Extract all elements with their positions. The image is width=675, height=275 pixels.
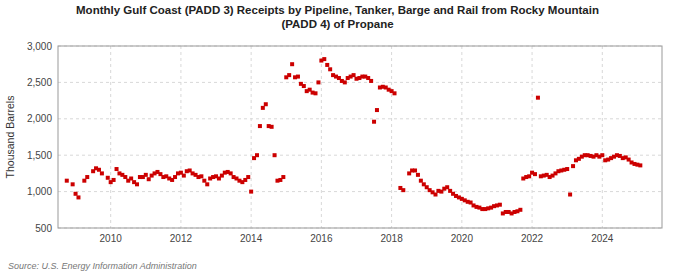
y-tick-label: 3,000 (27, 41, 52, 52)
source-note: Source: U.S. Energy Information Administ… (8, 261, 197, 271)
point (82, 179, 86, 183)
y-grid-line (58, 82, 662, 83)
x-grid-line (391, 46, 392, 228)
plot-frame (58, 46, 662, 228)
point (571, 164, 575, 168)
x-tick-label: 2012 (170, 233, 193, 244)
x-tick-label: 2022 (521, 233, 544, 244)
point (258, 124, 262, 128)
point (372, 120, 376, 124)
point (498, 203, 502, 207)
point (328, 67, 332, 71)
point (434, 193, 438, 197)
title: Monthly Gulf Coast (PADD 3) Receipts by … (76, 4, 599, 30)
point (369, 79, 373, 83)
point (129, 176, 133, 180)
point (135, 182, 139, 186)
point (106, 176, 110, 180)
point (115, 167, 119, 171)
y-tick-label: 1,500 (27, 150, 52, 161)
point (74, 192, 78, 196)
point (568, 193, 572, 197)
point (112, 178, 116, 182)
point (182, 174, 186, 178)
point (100, 171, 104, 175)
point (401, 188, 405, 192)
x-tick-label: 2018 (380, 233, 403, 244)
y-tick-label: 2,000 (27, 113, 52, 124)
point (261, 106, 265, 110)
x-grid-line (321, 46, 322, 228)
point (71, 182, 75, 186)
x-grid-line (180, 46, 181, 228)
point (123, 175, 127, 179)
x-tick-label: 2020 (451, 233, 474, 244)
point (322, 57, 326, 61)
point (65, 179, 69, 183)
point (249, 190, 253, 194)
point (202, 179, 206, 183)
point (600, 153, 604, 157)
y-tick-label: 500 (35, 223, 52, 234)
point (518, 208, 522, 212)
chart: Monthly Gulf Coast (PADD 3) Receipts by … (0, 0, 675, 275)
x-tick-label: 2014 (240, 233, 263, 244)
point (281, 175, 285, 179)
point (205, 182, 209, 186)
x-grid-line (110, 46, 111, 228)
point (325, 63, 329, 67)
x-tick-label: 2016 (310, 233, 333, 244)
point (76, 195, 80, 199)
y-grid-line (58, 191, 662, 192)
point (255, 153, 259, 157)
point (638, 163, 642, 167)
point (536, 96, 540, 100)
point (273, 153, 277, 157)
y-axis-label: Thousand Barrels (4, 96, 16, 179)
point (147, 177, 151, 181)
point (375, 108, 379, 112)
point (302, 84, 306, 88)
point (343, 80, 347, 84)
grid (58, 46, 662, 228)
point (533, 172, 537, 176)
point (419, 179, 423, 183)
point (246, 175, 250, 179)
point (416, 173, 420, 177)
point (85, 175, 89, 179)
y-grid-line (58, 155, 662, 156)
point (393, 91, 397, 95)
point (352, 73, 356, 77)
point (287, 73, 291, 77)
points (65, 57, 643, 215)
y-tick-label: 1,000 (27, 186, 52, 197)
point (270, 125, 274, 129)
point (565, 167, 569, 171)
x-tick-label: 2010 (100, 233, 123, 244)
x-tick-label: 2024 (591, 233, 614, 244)
point (316, 80, 320, 84)
y-grid-line (58, 118, 662, 119)
point (413, 168, 417, 172)
y-tick-label: 2,500 (27, 77, 52, 88)
x-grid-line (251, 46, 252, 228)
point (445, 185, 449, 189)
point (229, 171, 233, 175)
point (527, 174, 531, 178)
point (144, 173, 148, 177)
x-grid-line (602, 46, 603, 228)
point (173, 175, 177, 179)
point (296, 75, 300, 79)
point (314, 91, 318, 95)
point (264, 102, 268, 106)
point (290, 62, 294, 66)
x-grid-line (532, 46, 533, 228)
point (199, 174, 203, 178)
point (97, 168, 101, 172)
